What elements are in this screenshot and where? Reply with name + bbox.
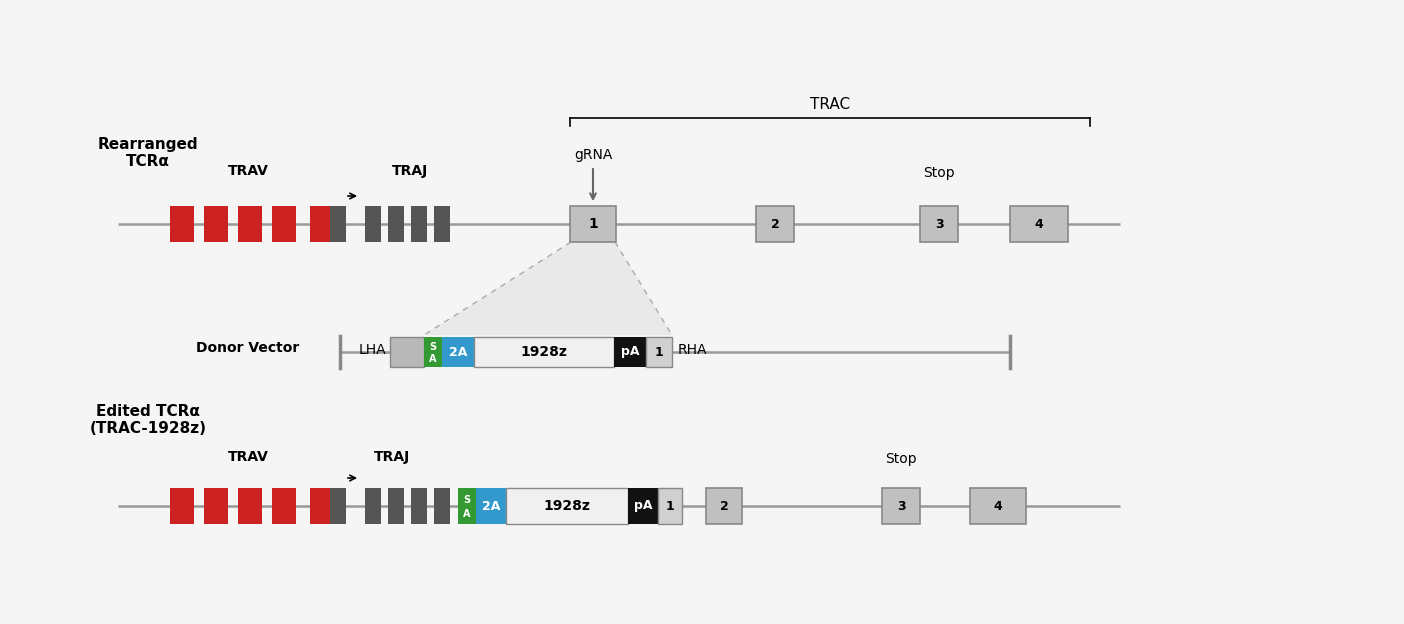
Text: 1: 1: [588, 217, 598, 231]
Bar: [476, 488, 505, 524]
Bar: [614, 337, 646, 367]
Bar: [646, 337, 673, 367]
Bar: [434, 206, 451, 242]
Text: A: A: [430, 354, 437, 364]
Text: gRNA: gRNA: [574, 148, 612, 162]
Text: 1: 1: [665, 499, 674, 512]
Bar: [272, 206, 296, 242]
Text: TRAV: TRAV: [227, 450, 268, 464]
Text: TRAC: TRAC: [810, 97, 849, 112]
Text: pA: pA: [621, 346, 639, 359]
Bar: [365, 488, 380, 524]
Bar: [310, 206, 330, 242]
Bar: [388, 206, 404, 242]
Text: TRAJ: TRAJ: [373, 450, 410, 464]
Bar: [658, 488, 682, 524]
Text: Stop: Stop: [885, 452, 917, 466]
Bar: [1009, 206, 1068, 242]
Text: A: A: [463, 509, 470, 519]
Text: 3: 3: [897, 499, 906, 512]
Text: Stop: Stop: [924, 166, 955, 180]
Text: TRAJ: TRAJ: [392, 164, 428, 178]
Text: LHA: LHA: [358, 343, 386, 357]
Text: 1928z: 1928z: [521, 345, 567, 359]
Bar: [475, 337, 614, 367]
Text: pA: pA: [633, 499, 653, 512]
Text: 2: 2: [720, 499, 729, 512]
Bar: [310, 488, 330, 524]
Bar: [365, 206, 380, 242]
Bar: [706, 488, 741, 524]
Text: Donor Vector: Donor Vector: [197, 341, 299, 355]
Bar: [570, 206, 616, 242]
Bar: [755, 206, 795, 242]
Bar: [970, 488, 1026, 524]
Bar: [330, 206, 345, 242]
Bar: [239, 206, 263, 242]
Text: 4: 4: [994, 499, 1002, 512]
Bar: [442, 337, 475, 367]
Bar: [330, 488, 345, 524]
Bar: [204, 488, 227, 524]
Bar: [411, 206, 427, 242]
Text: S: S: [430, 341, 437, 351]
Bar: [388, 488, 404, 524]
Bar: [920, 206, 958, 242]
Text: TRAV: TRAV: [227, 164, 268, 178]
Polygon shape: [424, 242, 673, 335]
Text: Edited TCRα
(TRAC-1928z): Edited TCRα (TRAC-1928z): [90, 404, 206, 436]
Text: 4: 4: [1035, 218, 1043, 230]
Bar: [272, 488, 296, 524]
Text: S: S: [463, 494, 470, 505]
Bar: [424, 337, 442, 367]
Text: 3: 3: [935, 218, 943, 230]
Bar: [458, 488, 476, 524]
Bar: [882, 488, 920, 524]
Bar: [628, 488, 658, 524]
Bar: [239, 488, 263, 524]
Bar: [505, 488, 628, 524]
Text: 2: 2: [771, 218, 779, 230]
Text: Rearranged
TCRα: Rearranged TCRα: [98, 137, 198, 169]
Bar: [434, 488, 451, 524]
Bar: [390, 337, 424, 367]
Text: 2A: 2A: [449, 346, 468, 359]
Bar: [204, 206, 227, 242]
Text: RHA: RHA: [678, 343, 708, 357]
Bar: [170, 206, 194, 242]
Text: 1: 1: [654, 346, 663, 359]
Text: 1928z: 1928z: [543, 499, 591, 513]
Bar: [170, 488, 194, 524]
Bar: [411, 488, 427, 524]
Text: 2A: 2A: [482, 499, 500, 512]
